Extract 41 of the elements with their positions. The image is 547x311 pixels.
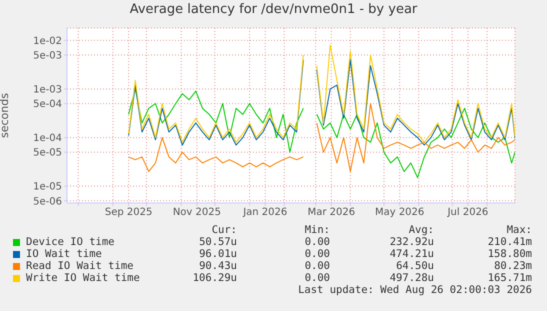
text: 158.80m: [488, 248, 532, 260]
text: 210.41m: [488, 236, 532, 248]
text: 90.43u: [199, 260, 237, 272]
y-tick-label: 1e-05: [33, 182, 62, 193]
text: 497.28u: [390, 272, 434, 284]
text: 106.29u: [192, 272, 237, 284]
y-tick-label: 5e-04: [33, 99, 62, 110]
y-tick-label: 1e-03: [33, 84, 62, 96]
text: Cur:: [210, 224, 237, 236]
x-tick-label: Jul 2026: [446, 207, 488, 218]
text: Min:: [304, 224, 330, 236]
x-tick-label: May 2026: [374, 207, 424, 218]
text: 96.01u: [198, 248, 237, 260]
text: 0.00: [304, 260, 330, 272]
text: 0.00: [304, 236, 330, 248]
legend-label: Write IO Wait time: [26, 272, 140, 284]
legend-label: IO Wait time: [26, 248, 102, 260]
x-tick-label: Mar 2026: [308, 207, 356, 218]
x-tick-label: Jan 2026: [242, 207, 288, 218]
x-tick-label: Sep 2025: [104, 207, 152, 218]
y-tick-label: 1e-02: [33, 36, 62, 47]
text: 0.00: [304, 272, 330, 284]
text: Avg:: [408, 224, 434, 236]
text: 232.92u: [390, 236, 434, 248]
y-tick-label: 1e-04: [33, 133, 62, 144]
text: Max:: [506, 224, 532, 236]
x-tick-label: Nov 2025: [172, 207, 221, 218]
y-axis-title: seconds: [0, 92, 11, 138]
y-tick-label: 5e-06: [33, 196, 62, 208]
y-tick-label: 5e-03: [33, 50, 62, 62]
text: 80.23m: [494, 260, 532, 272]
text: 50.57u: [198, 236, 237, 248]
chart-title: Average latency for /dev/nvme0n1 - by year: [128, 2, 418, 17]
text: Last update: Wed Aug 26 02:00:03 2026: [298, 284, 532, 296]
text: 0.00: [304, 248, 330, 260]
legend-label: Device IO time: [26, 236, 115, 248]
text: 165.71m: [488, 272, 532, 284]
text: 64.50u: [396, 260, 434, 272]
text: 474.21u: [390, 248, 434, 260]
legend-label: Read IO Wait time: [26, 260, 134, 272]
y-tick-label: 5e-05: [33, 148, 62, 159]
